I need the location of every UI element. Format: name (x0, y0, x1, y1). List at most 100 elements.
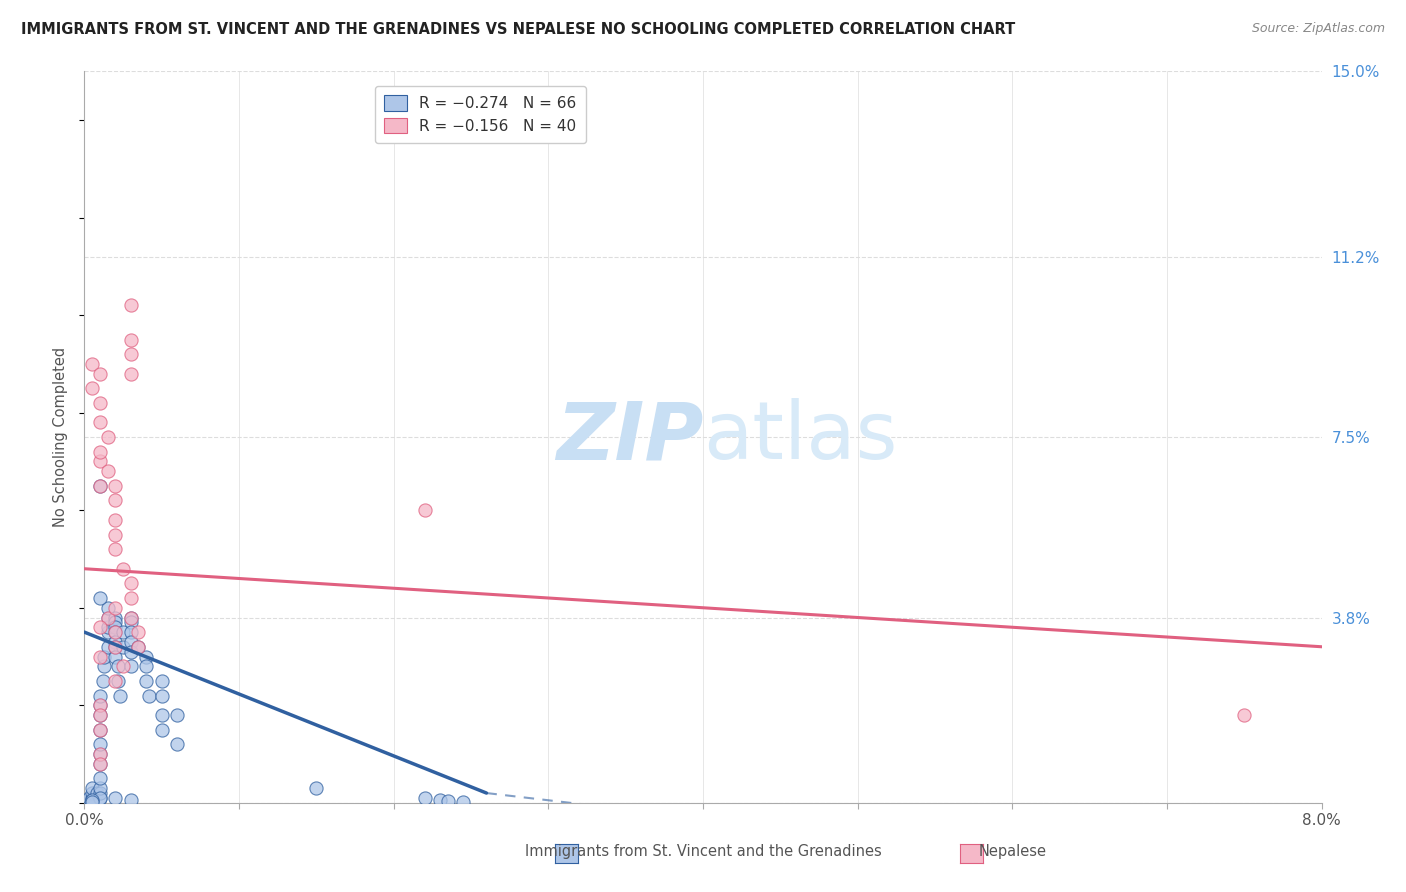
Point (104, 640, 127, 654)
Point (82, 781, 104, 796)
Point (150, 723, 173, 737)
Point (82, 786, 104, 800)
Point (82, 793, 104, 807)
Point (89, 444, 111, 458)
Point (128, 640, 150, 654)
Point (104, 640, 127, 654)
Point (166, 737, 188, 751)
Point (104, 791, 127, 805)
Point (120, 645, 142, 659)
Point (128, 625, 150, 640)
Text: atlas: atlas (703, 398, 897, 476)
Point (120, 333, 142, 347)
Point (120, 591, 142, 605)
Point (89, 737, 111, 751)
Point (104, 673, 127, 688)
Point (112, 659, 135, 673)
Point (89, 756, 111, 771)
Text: IMMIGRANTS FROM ST. VINCENT AND THE GRENADINES VS NEPALESE NO SCHOOLING COMPLETE: IMMIGRANTS FROM ST. VINCENT AND THE GREN… (21, 22, 1015, 37)
Point (104, 625, 127, 640)
Point (96, 610, 120, 624)
Point (104, 615, 127, 630)
Point (135, 659, 157, 673)
Point (413, 791, 436, 805)
Point (453, 795, 475, 809)
Point (89, 698, 111, 713)
Point (89, 772, 111, 786)
Point (120, 793, 142, 807)
Point (89, 791, 111, 805)
Point (89, 454, 111, 468)
Point (89, 781, 111, 796)
Point (120, 625, 142, 640)
Point (89, 367, 111, 381)
Point (89, 791, 111, 805)
Point (89, 698, 111, 713)
Point (89, 416, 111, 430)
Point (96, 464, 120, 478)
Point (112, 625, 135, 640)
Point (86, 786, 108, 800)
Legend: R = −0.274   N = 66, R = −0.156   N = 40: R = −0.274 N = 66, R = −0.156 N = 40 (375, 87, 586, 143)
Point (89, 708, 111, 723)
Point (104, 610, 127, 624)
Point (104, 479, 127, 493)
Point (89, 649, 111, 664)
Point (82, 793, 104, 807)
Point (93, 649, 115, 664)
Text: Immigrants from St. Vincent and the Grenadines: Immigrants from St. Vincent and the Gren… (524, 845, 882, 859)
Point (135, 673, 157, 688)
Point (96, 600, 120, 615)
Point (89, 747, 111, 761)
Point (104, 513, 127, 527)
Point (91, 673, 114, 688)
Point (104, 527, 127, 541)
Point (82, 357, 104, 371)
Point (120, 576, 142, 591)
Point (437, 794, 460, 808)
Point (104, 649, 127, 664)
Point (82, 791, 104, 805)
Point (120, 659, 142, 673)
Point (120, 610, 142, 624)
Point (104, 635, 127, 649)
Point (104, 625, 127, 640)
Point (89, 723, 111, 737)
Point (107, 659, 129, 673)
Point (112, 562, 135, 576)
Point (120, 347, 142, 361)
Point (150, 673, 173, 688)
Point (104, 620, 127, 634)
Point (82, 381, 104, 395)
Point (89, 689, 111, 703)
Y-axis label: No Schooling Completed: No Schooling Completed (53, 347, 69, 527)
Point (120, 298, 142, 312)
Point (413, 503, 436, 517)
Point (120, 610, 142, 624)
Point (166, 708, 188, 723)
Point (89, 708, 111, 723)
Text: ZIP: ZIP (555, 398, 703, 476)
Point (120, 635, 142, 649)
Point (82, 795, 104, 809)
Point (93, 659, 115, 673)
Point (77, 791, 100, 805)
Point (96, 610, 120, 624)
Text: Source: ZipAtlas.com: Source: ZipAtlas.com (1251, 22, 1385, 36)
Point (108, 689, 131, 703)
Point (96, 640, 120, 654)
Point (89, 591, 111, 605)
Point (120, 367, 142, 381)
Point (429, 793, 451, 807)
Point (150, 708, 173, 723)
Point (138, 689, 160, 703)
Point (89, 479, 111, 493)
Point (1233, 708, 1256, 723)
Text: Nepalese: Nepalese (979, 845, 1046, 859)
Point (104, 600, 127, 615)
Point (96, 430, 120, 444)
Point (89, 479, 111, 493)
Point (89, 396, 111, 410)
Point (89, 747, 111, 761)
Point (104, 542, 127, 557)
